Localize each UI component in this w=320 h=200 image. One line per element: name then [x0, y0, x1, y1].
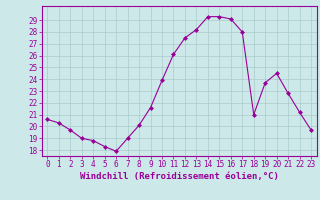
X-axis label: Windchill (Refroidissement éolien,°C): Windchill (Refroidissement éolien,°C) — [80, 172, 279, 181]
